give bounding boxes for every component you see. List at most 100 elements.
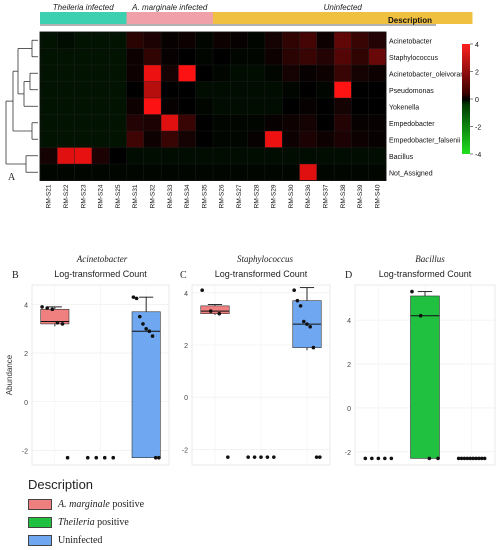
data-point [462,456,467,461]
data-point [141,322,145,326]
heatmap-cell [333,163,352,181]
column-label: RM-S27 [236,184,243,208]
heatmap-cell [39,48,58,66]
heatmap-cell [247,130,266,148]
heatmap-cell [74,64,93,82]
y-tick-label: 4 [184,291,188,298]
panel-c-species-title: Staphylococcus [237,254,293,264]
heatmap-cell [178,81,197,99]
heatmap-cell [299,31,318,49]
heatmap-cell [195,81,214,99]
heatmap-cell [39,130,58,148]
heatmap-cell [368,97,387,115]
row-label: Empedobacter [389,121,435,128]
row-label: Staphylococcus [389,55,439,62]
heatmap-cell [212,64,231,82]
column-label: RM-S38 [340,184,347,208]
heatmap-cell [247,48,266,66]
y-axis-label: Abundance [5,354,14,395]
data-point [259,455,263,459]
data-point [370,456,374,461]
color-legend-label: -4 [475,152,481,159]
description-label: Description [388,16,432,25]
heatmap-cell [74,130,93,148]
column-label: RM-S29 [271,184,278,208]
heatmap-cell [212,147,231,165]
group-bar-segment [40,12,127,24]
heatmap-cell [212,81,231,99]
panel-letter-c: C [180,270,187,281]
y-tick-label: 4 [24,302,28,309]
heatmap-cell [160,114,179,132]
heatmap-cell [368,163,387,181]
data-point [465,456,470,461]
y-tick-label: 0 [347,406,351,413]
heatmap-border [39,31,387,181]
heatmap-cell [333,97,352,115]
heatmap-cell [108,97,127,115]
heatmap-cell [351,163,370,181]
heatmap-cell [160,31,179,49]
data-point [308,324,313,329]
heatmap-cell [91,114,110,132]
data-point [55,320,60,325]
heatmap-cell [212,48,231,66]
color-legend-label: 0 [475,97,479,104]
heatmap-cell [299,64,318,82]
data-point [298,304,303,308]
heatmap-cell [247,114,266,132]
data-point [150,334,155,338]
data-point [477,456,481,461]
heatmap-cell [299,81,318,99]
heatmap-cell [316,81,335,99]
color-legend-bar [462,44,470,154]
heatmap-cell [264,31,283,49]
heatmap-cell [143,163,162,181]
column-label: RM-S22 [63,184,70,208]
heatmap-cell [108,81,127,99]
heatmap-cell [160,81,179,99]
data-point [389,456,394,461]
legend-title: Description [28,477,94,492]
heatmap-cell [316,48,335,66]
heatmap-cell [264,130,283,148]
data-point [418,313,423,318]
y-tick-label: 4 [347,318,351,325]
heatmap-cell [178,130,197,148]
heatmap-cell [160,130,179,148]
data-point [471,456,475,461]
heatmap-cell [143,31,162,49]
heatmap-cell [39,163,58,181]
column-label: RM-S23 [80,184,87,208]
legend-label: positive [109,498,145,510]
heatmap-cell [212,31,231,49]
heatmap-cell [212,97,231,115]
heatmap-cell [282,97,300,115]
heatmap-cell [143,48,162,66]
data-point [459,456,464,461]
data-point [456,456,461,461]
column-label: RM-S28 [253,184,260,208]
row-label: Empedobacter_falsenii [389,137,461,144]
heatmap-cell [126,147,145,165]
data-point [40,305,44,309]
panel-title: Log-transformed Count [215,269,308,279]
data-point [479,456,484,461]
panel-title: Log-transformed Count [379,269,472,279]
color-legend-label: -2 [475,125,481,132]
panel-title: Log-transformed Count [54,269,147,279]
heatmap-cell [316,147,335,165]
heatmap-cell [160,48,179,66]
column-label: RM-S30 [288,184,295,208]
heatmap-cell [333,64,352,82]
heatmap-cell [368,81,387,99]
row-label: Pseudomonas [389,88,434,95]
heatmap-cell [57,147,75,165]
heatmap-cell [57,130,75,148]
heatmap-cell [333,147,352,165]
legend-swatch-amarginale [28,498,52,510]
column-label: RM-S25 [115,184,122,208]
heatmap-cell [316,114,335,132]
y-tick-label: -2 [182,447,188,454]
heatmap-cell [247,64,266,82]
